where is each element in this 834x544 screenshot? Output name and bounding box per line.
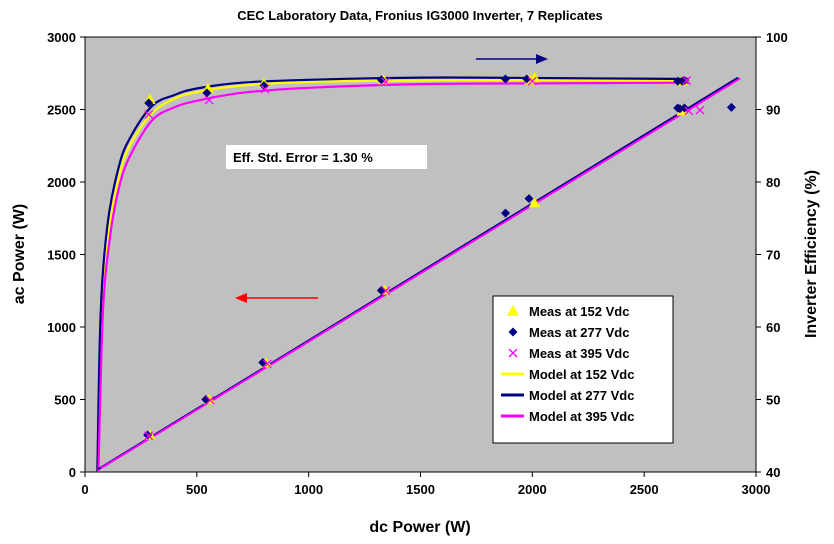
right-arrow-icon: [476, 54, 548, 64]
meas-at-277-vdc-ac-point: [524, 194, 534, 204]
y2-axis-title: Inverter Efficiency (%): [803, 170, 820, 338]
legend-box: [492, 295, 674, 444]
meas-at-277-vdc-efficiency-point: [376, 75, 386, 85]
model-at-277-vdc-efficiency-line: [96, 76, 689, 472]
annotation-box: [226, 145, 427, 169]
x-tick-label: 3000: [742, 482, 771, 497]
y2-tick-label: 70: [766, 248, 780, 263]
annotation-text: Eff. Std. Error = 1.30 %: [233, 150, 373, 165]
legend-swatch-meas-at-277-vdc: [508, 327, 518, 337]
y2-tick-label: 90: [766, 103, 780, 118]
meas-at-277-vdc-efficiency-point: [679, 76, 689, 85]
meas-at-395-vdc-efficiency-point: [527, 76, 537, 86]
y-tick-label: 3000: [47, 30, 76, 45]
meas-at-395-vdc-ac-point: [381, 286, 391, 296]
legend-label-model-at-152-vdc: Model at 152 Vdc: [529, 367, 634, 382]
legend: Meas at 152 Vdc Meas at 277 Vdc Meas at 39…: [492, 295, 674, 444]
x-tick-label: 2000: [518, 482, 547, 497]
meas-at-395-vdc-ac-point: [684, 106, 694, 116]
meas-at-277-vdc-efficiency-point: [522, 74, 532, 84]
meas-at-277-vdc-ac-point: [726, 102, 736, 112]
meas-at-277-vdc-efficiency-point: [144, 98, 154, 108]
meas-at-395-vdc-efficiency-point: [144, 110, 154, 120]
meas-at-277-vdc-efficiency-point: [202, 88, 212, 98]
left-arrow-icon: [235, 293, 318, 303]
legend-swatch-meas-at-152-vdc: [507, 304, 519, 316]
x-tick-label: 500: [186, 482, 208, 497]
x-tick-label: 0: [81, 482, 88, 497]
meas-at-277-vdc-ac-point: [500, 208, 510, 218]
meas-at-395-vdc-efficiency-point: [682, 76, 692, 85]
meas-at-395-vdc-ac-point: [205, 395, 215, 405]
meas-at-395-vdc-ac-point: [262, 359, 272, 369]
meas-at-395-vdc-ac-point: [695, 105, 705, 115]
y-tick-label: 1000: [47, 320, 76, 335]
meas-at-152-vdc-efficiency-point: [528, 71, 541, 83]
model-at-152-vdc-efficiency-line: [96, 78, 689, 472]
meas-at-277-vdc-ac-point: [258, 358, 268, 368]
y2-tick-label: 40: [766, 465, 780, 480]
y-tick-label: 500: [54, 393, 76, 408]
axis-ticks: 0 500 1000 1500 2000 2500 3000 0 500 1000 1500 2000…: [47, 30, 788, 497]
legend-label-meas-at-152-vdc: Meas at 152 Vdc: [529, 304, 629, 319]
legend-label-meas-at-395-vdc: Meas at 395 Vdc: [529, 346, 629, 361]
legend-label-model-at-277-vdc: Model at 277 Vdc: [529, 388, 634, 403]
meas-at-395-vdc-ac-point: [144, 431, 154, 441]
model-at-395-vdc-efficiency-line: [97, 81, 689, 472]
x-axis-title: dc Power (W): [369, 519, 470, 536]
meas-at-152-vdc-ac-point: [528, 197, 541, 208]
meas-at-277-vdc-ac-point: [679, 103, 689, 113]
y2-tick-label: 50: [766, 393, 780, 408]
meas-at-395-vdc-efficiency-point: [381, 77, 391, 87]
legend-swatch-meas-at-395-vdc: [508, 348, 518, 358]
x-tick-label: 1500: [406, 482, 435, 497]
y-tick-label: 1500: [47, 248, 76, 263]
meas-at-277-vdc-efficiency-point: [500, 74, 510, 84]
x-tick-label: 1000: [294, 482, 323, 497]
y2-tick-label: 80: [766, 175, 780, 190]
meas-at-395-vdc-efficiency-point: [204, 95, 214, 105]
y-tick-label: 0: [69, 465, 76, 480]
y2-tick-label: 60: [766, 320, 780, 335]
y2-tick-label: 100: [766, 30, 788, 45]
data-markers: [143, 71, 736, 441]
y-axis-title: ac Power (W): [11, 204, 28, 304]
legend-label-model-at-395-vdc: Model at 395 Vdc: [529, 409, 634, 424]
y-tick-label: 2000: [47, 175, 76, 190]
x-tick-label: 2500: [630, 482, 659, 497]
y-tick-label: 2500: [47, 103, 76, 118]
chart-title: CEC Laboratory Data, Fronius IG3000 Inve…: [237, 8, 603, 23]
meas-at-395-vdc-efficiency-point: [260, 84, 270, 94]
legend-label-meas-at-277-vdc: Meas at 277 Vdc: [529, 325, 629, 340]
